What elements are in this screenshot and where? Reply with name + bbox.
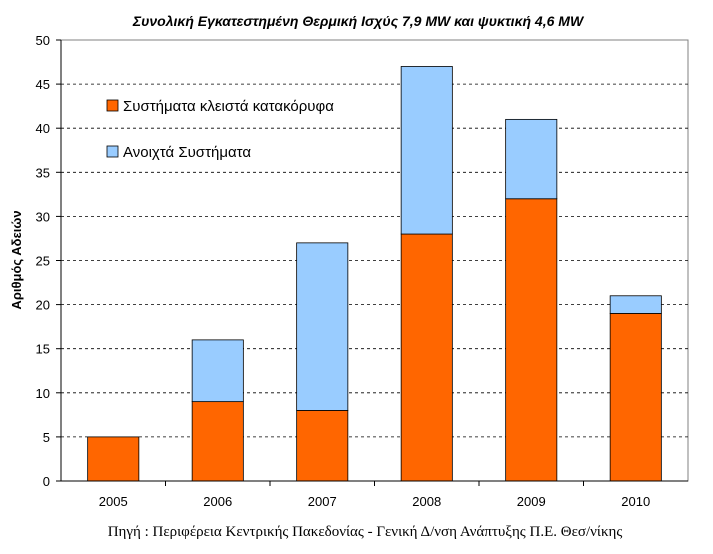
bar-2009-closed [505, 198, 558, 482]
bars [87, 66, 662, 482]
x-tick-label: 2006 [203, 494, 232, 509]
x-tick-label: 2007 [308, 494, 337, 509]
y-tick-label: 45 [36, 77, 50, 92]
legend-swatch-open [106, 145, 119, 158]
bar-2005-closed [87, 436, 140, 482]
y-tick-label: 20 [36, 298, 50, 313]
y-tick-label: 5 [43, 430, 50, 445]
bar-2008-open [400, 66, 453, 235]
bar-2010-open [609, 295, 662, 314]
bar-2007-open [296, 242, 349, 411]
x-axis-ticks: 2005 2006 2007 2008 2009 2010 [99, 481, 650, 509]
x-tick-label: 2005 [99, 494, 128, 509]
x-tick-label: 2008 [412, 494, 441, 509]
grid-lines [61, 83, 688, 438]
y-axis-ticks: 0 5 10 15 20 25 30 35 40 45 50 [36, 33, 61, 489]
bar-2006-open [191, 339, 244, 403]
bar-2008-closed [400, 233, 453, 482]
legend: Συστήματα κλειστά κατακόρυφα Ανοιχτά Συσ… [106, 98, 334, 161]
bar-2010-closed [609, 313, 662, 482]
x-tick-label: 2010 [621, 494, 650, 509]
y-tick-label: 35 [36, 165, 50, 180]
y-tick-label: 30 [36, 209, 50, 224]
chart-title: Συνολική Εγκατεστημένη Θερμική Ισχύς 7,9… [132, 13, 585, 29]
y-tick-label: 15 [36, 342, 50, 357]
y-tick-label: 50 [36, 33, 50, 48]
bar-2007-closed [296, 410, 349, 482]
bar-2009-open [505, 118, 558, 200]
y-tick-label: 0 [43, 474, 50, 489]
bar-2006-closed [191, 401, 244, 482]
y-tick-label: 25 [36, 254, 50, 269]
legend-label-closed: Συστήματα κλειστά κατακόρυφα [123, 98, 334, 115]
y-axis-label: Αριθμός Αδειών [9, 210, 24, 309]
legend-swatch-closed [106, 99, 119, 112]
y-tick-label: 10 [36, 386, 50, 401]
y-tick-label: 40 [36, 121, 50, 136]
x-tick-label: 2009 [517, 494, 546, 509]
source-note: Πηγή : Περιφέρεια Κεντρικής Πακεδονίας -… [108, 524, 623, 540]
legend-label-open: Ανοιχτά Συστήματα [123, 144, 251, 161]
